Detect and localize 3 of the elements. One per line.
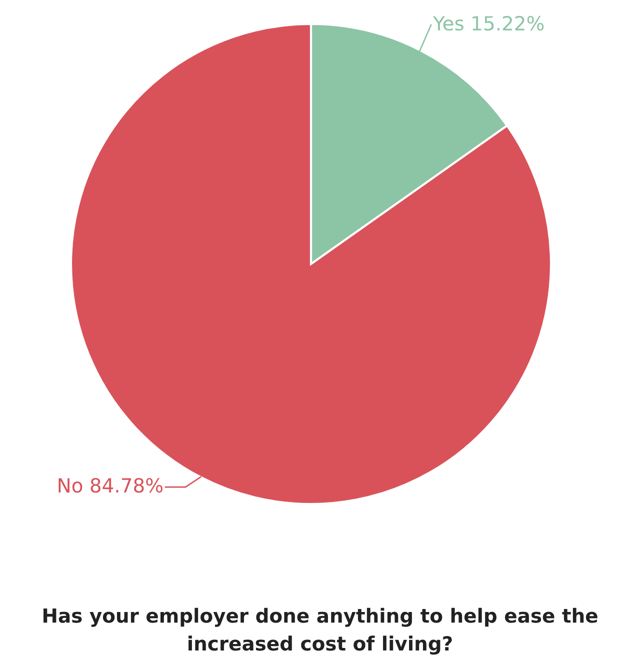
text: Has your employer done anything to help ease the increased cost of living? xyxy=(43,608,598,655)
slice-label: Yes 15.22% xyxy=(432,16,544,31)
slice-label: No 84.78% xyxy=(58,478,162,493)
